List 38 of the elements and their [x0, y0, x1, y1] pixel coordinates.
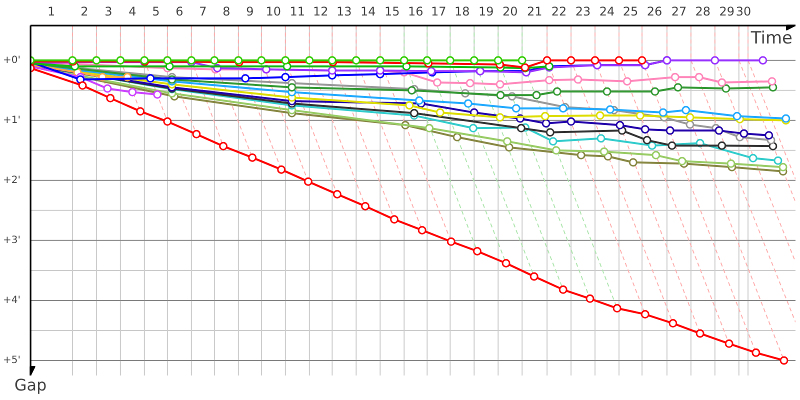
x-tick-label: 22	[551, 4, 567, 18]
y-tick-label: +2'	[3, 174, 21, 186]
y-tick-label: +0'	[3, 54, 21, 66]
x-axis-title: Time	[750, 28, 793, 48]
x-tick-label: 3	[104, 4, 112, 18]
x-tick-label: 8	[222, 4, 230, 18]
x-tick-label: 6	[176, 4, 184, 18]
x-tick-label: 18	[454, 4, 470, 18]
x-tick-label: 2	[80, 4, 88, 18]
x-tick-label: 7	[199, 4, 207, 18]
x-tick-label: 19	[478, 4, 494, 18]
x-tick-label: 28	[695, 4, 711, 18]
x-tick-label: 17	[431, 4, 446, 18]
y-tick-label: +5'	[3, 354, 21, 366]
x-tick-label: 20	[502, 4, 518, 18]
x-tick-label: 16	[408, 4, 424, 18]
x-tick-label: 27	[671, 4, 687, 18]
x-tick-label: 5	[152, 4, 160, 18]
x-tick-label: 12	[313, 4, 328, 18]
x-tick-label: 24	[599, 4, 615, 18]
y-tick-label: +3'	[3, 234, 21, 246]
x-tick-label: 21	[526, 4, 542, 18]
x-tick-label: 26	[646, 4, 662, 18]
x-tick-label: 29	[719, 4, 735, 18]
x-tick-label: 15	[384, 4, 400, 18]
x-tick-label: 1	[48, 4, 56, 18]
x-tick-label: 10	[266, 4, 282, 18]
x-tick-label: 23	[575, 4, 591, 18]
x-tick-label: 25	[622, 4, 638, 18]
y-tick-label: +4'	[3, 294, 21, 306]
x-tick-label: 14	[360, 4, 376, 18]
x-tick-label: 4	[128, 4, 136, 18]
y-axis-title: Gap	[14, 376, 47, 394]
x-tick-label: 13	[336, 4, 352, 18]
y-tick-label: +1'	[3, 114, 21, 126]
x-tick-label: 30	[736, 4, 752, 18]
x-tick-label: 9	[246, 4, 254, 18]
x-tick-label: 11	[290, 4, 306, 18]
